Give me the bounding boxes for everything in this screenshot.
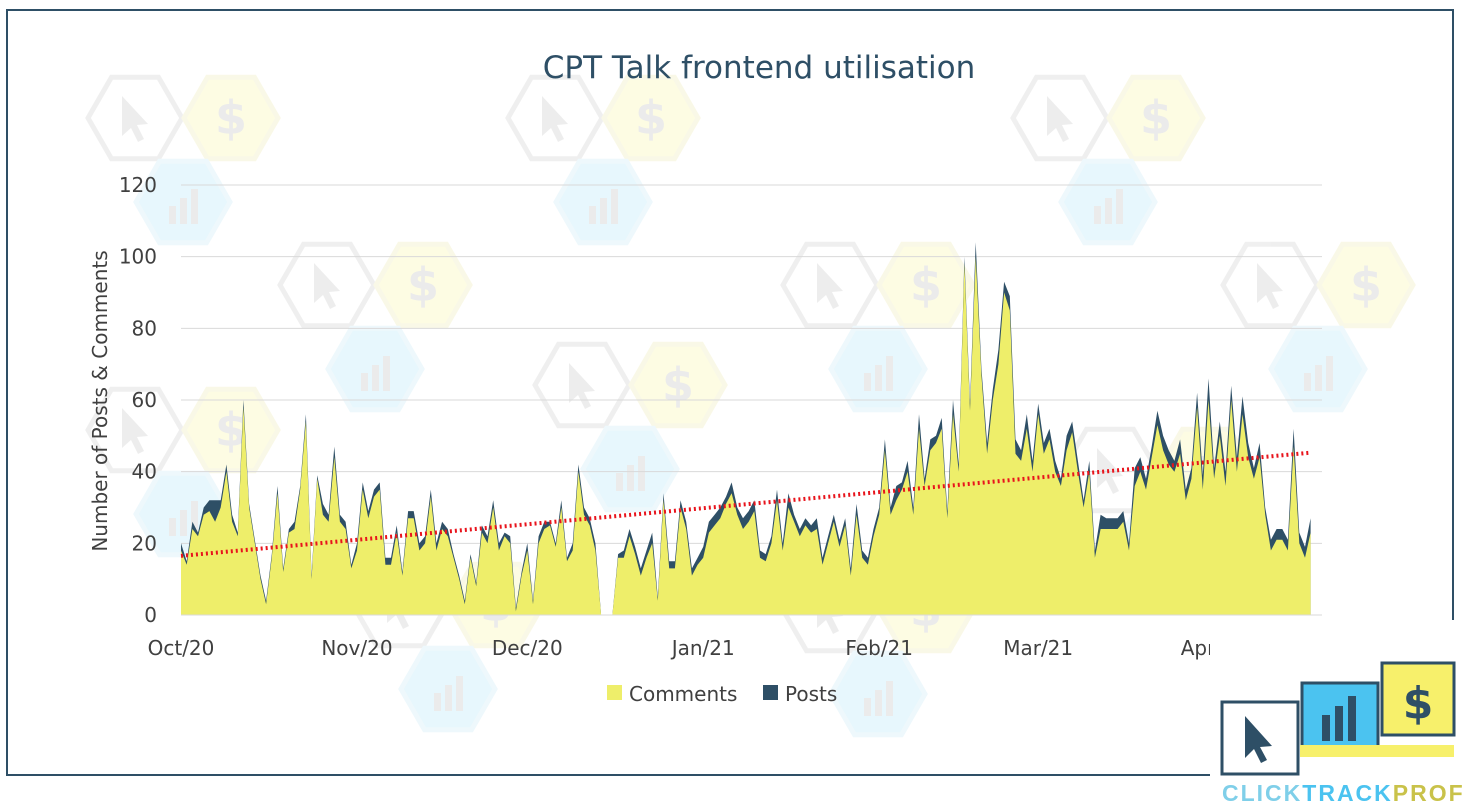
watermark-cursor-hex (1220, 241, 1320, 329)
dollar-icon: $ (1140, 91, 1172, 145)
logo-word-click: CLICK (1222, 780, 1302, 806)
y-tick-label: 0 (144, 603, 157, 627)
cursor-icon (1097, 448, 1123, 494)
watermark-cluster: $ (1010, 74, 1206, 246)
bar-chart-icon (864, 356, 893, 391)
bar-chart-icon (1322, 696, 1356, 741)
legend-label-comments: Comments (629, 682, 737, 706)
watermark-chart-hex (1058, 158, 1158, 246)
cursor-icon (122, 96, 148, 142)
dollar-icon: $ (1350, 258, 1382, 312)
y-tick-label: 20 (132, 531, 157, 555)
dollar-icon: $ (215, 91, 247, 145)
watermark-dollar-hex (181, 74, 281, 162)
watermark-chart-hex (133, 158, 233, 246)
watermark-cursor-hex (780, 241, 880, 329)
watermark-cursor-hex (505, 74, 605, 162)
bar-chart-icon (434, 676, 463, 711)
watermark-dollar-hex (181, 386, 281, 474)
watermark-dollar-hex (1316, 241, 1416, 329)
cursor-icon (314, 263, 340, 309)
legend-swatch-posts (763, 685, 778, 700)
watermark-dollar-hex (628, 341, 728, 429)
y-axis-title: Number of Posts & Comments (88, 250, 112, 551)
clicktrackprofit-logo: $ CLICKTRACKPROFIT (1210, 620, 1464, 808)
logo-word-track: TRACK (1302, 780, 1393, 806)
watermark-dollar-hex (373, 241, 473, 329)
cursor-icon (817, 263, 843, 309)
watermark-cluster: $ (780, 241, 976, 413)
watermark-cluster: $ (1220, 241, 1416, 413)
watermark-chart-hex (828, 650, 928, 738)
bar-chart-icon (616, 456, 645, 491)
bar-chart-icon (864, 681, 893, 716)
watermark-dollar-hex (876, 241, 976, 329)
x-tick-label: Nov/20 (321, 636, 392, 660)
series-comments-area (181, 256, 1311, 615)
watermark-cursor-hex (277, 241, 377, 329)
bar-chart-icon (169, 501, 198, 536)
watermark-cursor-hex (532, 341, 632, 429)
dollar-icon: $ (635, 91, 667, 145)
watermark-chart-hex (398, 645, 498, 733)
x-tick-label: Feb/21 (845, 636, 913, 660)
legend: Comments Posts (607, 682, 837, 706)
cursor-icon (1257, 263, 1283, 309)
x-tick-label: Mar/21 (1003, 636, 1073, 660)
cursor-icon (542, 96, 568, 142)
bar-chart-icon (589, 189, 618, 224)
logo-dollar-tile (1380, 661, 1456, 737)
logo-word-profit: PROFIT (1393, 780, 1464, 806)
dollar-icon: $ (407, 258, 439, 312)
x-tick-label: Dec/20 (492, 636, 563, 660)
watermark-chart-hex (1268, 325, 1368, 413)
watermark-cluster: $ (277, 241, 473, 413)
dollar-icon: $ (910, 258, 942, 312)
bar-chart-icon (169, 189, 198, 224)
y-tick-label: 40 (132, 460, 157, 484)
watermark-cursor-hex (85, 74, 185, 162)
logo-wordmark: CLICKTRACKPROFIT (1222, 780, 1464, 806)
watermark-chart-hex (553, 158, 653, 246)
trendline (180, 450, 1311, 558)
bar-chart-icon (1094, 189, 1123, 224)
cursor-icon (1047, 96, 1073, 142)
watermark-cursor-hex (85, 386, 185, 474)
logo-stripe (1300, 745, 1454, 757)
legend-swatch-comments (607, 685, 622, 700)
dollar-icon: $ (1403, 678, 1434, 729)
y-axis-ticks: 0 20 40 60 80 100 120 (119, 173, 157, 627)
x-axis-ticks: Oct/20Nov/20Dec/20Jan/21Feb/21Mar/21Apr/… (148, 636, 1248, 660)
y-tick-label: 120 (119, 173, 157, 197)
y-tick-label: 100 (119, 245, 157, 269)
watermark-dollar-hex (601, 74, 701, 162)
legend-label-posts: Posts (785, 682, 837, 706)
cursor-icon (122, 408, 148, 454)
watermark-cluster: $ (505, 74, 701, 246)
x-tick-label: Jan/21 (670, 636, 735, 660)
chart-title: CPT Talk frontend utilisation (543, 50, 976, 86)
bar-chart-icon (1304, 356, 1333, 391)
watermark-chart-hex (580, 425, 680, 513)
watermark-cluster: $ (85, 74, 281, 246)
x-tick-label: Oct/20 (148, 636, 215, 660)
watermark-dollar-hex (1106, 74, 1206, 162)
trendline-layer (180, 450, 1311, 558)
bar-chart-icon (361, 356, 390, 391)
watermark-cursor-hex (1010, 74, 1110, 162)
cursor-icon (569, 363, 595, 409)
cursor-icon (1245, 716, 1272, 763)
watermark-cluster: $ (532, 341, 728, 513)
y-tick-label: 60 (132, 388, 157, 412)
y-tick-label: 80 (132, 316, 157, 340)
dollar-icon: $ (662, 358, 694, 412)
plot-areas (181, 242, 1322, 616)
